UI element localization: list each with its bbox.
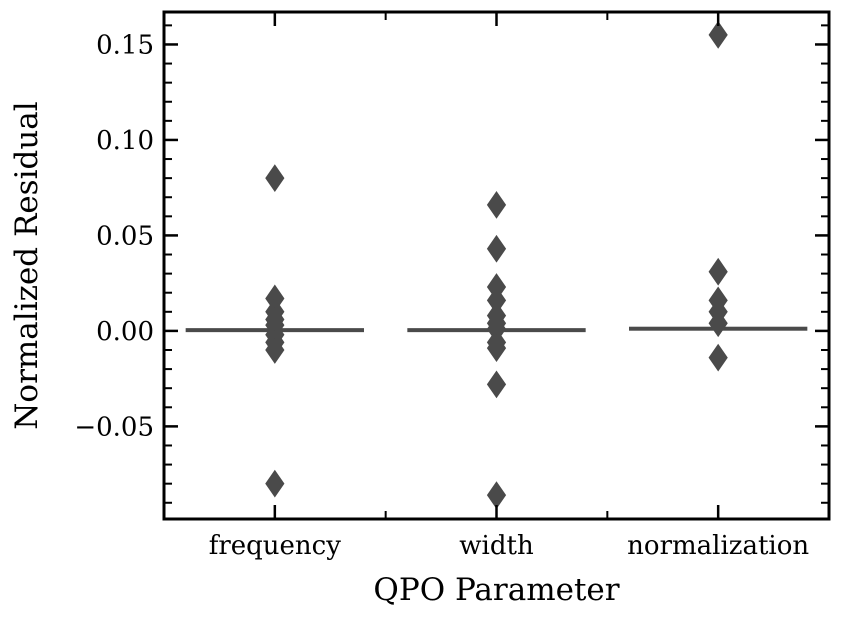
y-axis-label: Normalized Residual (9, 101, 45, 429)
outlier-point (265, 164, 285, 193)
outlier-point (708, 343, 728, 372)
y-tick-label: 0.05 (96, 221, 154, 251)
outlier-point (486, 190, 507, 219)
outlier-point (486, 481, 507, 510)
outlier-point (708, 257, 728, 286)
x-tick-label: frequency (209, 531, 342, 561)
outlier-point (708, 21, 728, 49)
outlier-point (486, 234, 507, 263)
x-tick-label: width (459, 531, 534, 561)
axis-ticks (164, 12, 829, 519)
y-tick-label: 0.10 (96, 126, 154, 156)
outlier-point (708, 309, 728, 338)
outlier-point (265, 336, 285, 364)
outlier-point (486, 334, 507, 362)
y-tick-label: 0.00 (96, 317, 154, 347)
y-tick-label: 0.15 (96, 30, 154, 60)
x-axis-label: QPO Parameter (373, 572, 619, 608)
outlier-point (265, 469, 285, 498)
outlier-point (486, 370, 507, 399)
y-tick-label: −0.05 (74, 412, 154, 442)
plot-content (185, 21, 808, 510)
plot-frame (162, 10, 831, 521)
x-tick-label: normalization (627, 531, 809, 561)
